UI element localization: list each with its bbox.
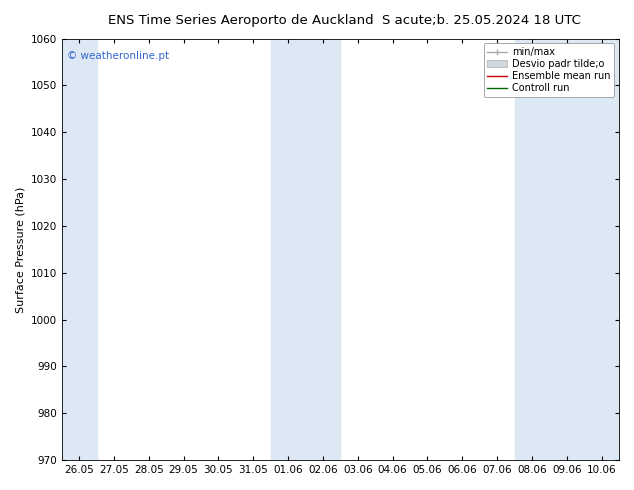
Bar [515,39,549,460]
Y-axis label: Surface Pressure (hPa): Surface Pressure (hPa) [15,186,25,313]
Bar [271,39,306,460]
Bar [549,39,584,460]
Bar [306,39,340,460]
Legend: min/max, Desvio padr tilde;o, Ensemble mean run, Controll run: min/max, Desvio padr tilde;o, Ensemble m… [484,44,614,97]
Bar [584,39,619,460]
Text: ENS Time Series Aeroporto de Auckland: ENS Time Series Aeroporto de Auckland [108,14,373,27]
Bar [61,39,96,460]
Text: © weatheronline.pt: © weatheronline.pt [67,51,169,61]
Text: S acute;b. 25.05.2024 18 UTC: S acute;b. 25.05.2024 18 UTC [382,14,581,27]
